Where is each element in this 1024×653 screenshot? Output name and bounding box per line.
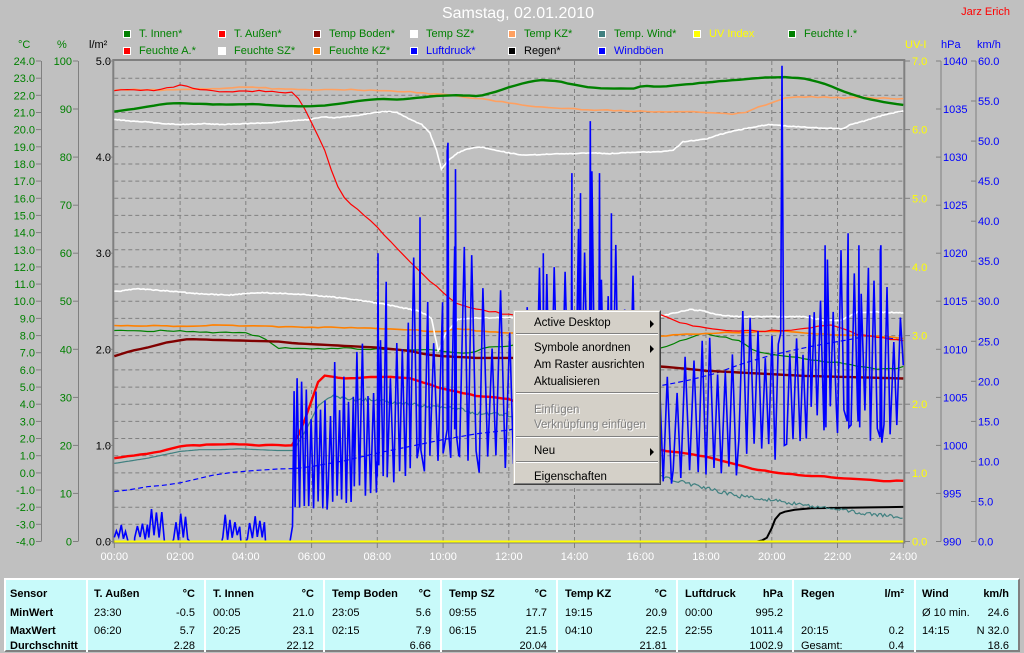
svg-text:3.0: 3.0: [20, 416, 35, 428]
svg-text:990: 990: [943, 537, 961, 549]
svg-text:19.0: 19.0: [14, 142, 35, 154]
svg-text:1010: 1010: [943, 344, 967, 356]
svg-text:15.0: 15.0: [978, 416, 999, 428]
svg-text:30.0: 30.0: [978, 296, 999, 308]
svg-text:40.0: 40.0: [978, 216, 999, 228]
svg-text:-2.0: -2.0: [16, 502, 35, 514]
svg-text:5.0: 5.0: [96, 56, 111, 68]
svg-text:0.0: 0.0: [978, 537, 993, 549]
svg-text:18:00: 18:00: [692, 551, 720, 563]
svg-text:5.0: 5.0: [978, 497, 993, 509]
svg-text:-1.0: -1.0: [16, 485, 35, 497]
svg-text:0.0: 0.0: [912, 537, 927, 549]
svg-text:11.0: 11.0: [14, 279, 35, 291]
svg-text:1040: 1040: [943, 56, 967, 68]
svg-text:20.0: 20.0: [14, 125, 35, 137]
svg-text:4.0: 4.0: [20, 399, 35, 411]
svg-text:50: 50: [60, 296, 72, 308]
svg-text:14:00: 14:00: [561, 551, 589, 563]
svg-text:8.0: 8.0: [20, 331, 35, 343]
svg-text:30: 30: [60, 392, 72, 404]
svg-text:-4.0: -4.0: [16, 537, 35, 549]
svg-text:7.0: 7.0: [20, 348, 35, 360]
svg-text:7.0: 7.0: [912, 56, 927, 68]
svg-text:21.0: 21.0: [14, 108, 35, 120]
svg-text:1035: 1035: [943, 104, 967, 116]
svg-text:16:00: 16:00: [627, 551, 655, 563]
svg-text:10.0: 10.0: [978, 456, 999, 468]
svg-text:45.0: 45.0: [978, 176, 999, 188]
svg-text:55.0: 55.0: [978, 96, 999, 108]
svg-text:15.0: 15.0: [14, 210, 35, 222]
svg-text:24.0: 24.0: [14, 56, 35, 68]
svg-text:1.0: 1.0: [912, 468, 927, 480]
svg-text:40: 40: [60, 344, 72, 356]
svg-text:23.0: 23.0: [14, 73, 35, 85]
svg-text:3.0: 3.0: [96, 248, 111, 260]
svg-text:4.0: 4.0: [96, 152, 111, 164]
svg-text:2.0: 2.0: [96, 344, 111, 356]
svg-text:50.0: 50.0: [978, 136, 999, 148]
svg-text:100: 100: [54, 56, 72, 68]
svg-text:10.0: 10.0: [14, 296, 35, 308]
svg-text:6.0: 6.0: [912, 125, 927, 137]
svg-text:1005: 1005: [943, 392, 967, 404]
svg-text:1025: 1025: [943, 200, 967, 212]
svg-text:1015: 1015: [943, 296, 967, 308]
svg-text:08:00: 08:00: [364, 551, 392, 563]
svg-text:995: 995: [943, 488, 961, 500]
svg-text:80: 80: [60, 152, 72, 164]
svg-text:00:00: 00:00: [101, 551, 129, 563]
svg-text:6.0: 6.0: [20, 365, 35, 377]
svg-text:2.0: 2.0: [912, 399, 927, 411]
svg-text:35.0: 35.0: [978, 256, 999, 268]
svg-text:25.0: 25.0: [978, 336, 999, 348]
svg-text:0.0: 0.0: [20, 468, 35, 480]
svg-text:70: 70: [60, 200, 72, 212]
svg-text:1020: 1020: [943, 248, 967, 260]
svg-text:0: 0: [66, 537, 72, 549]
svg-text:60: 60: [60, 248, 72, 260]
svg-text:18.0: 18.0: [14, 159, 35, 171]
svg-text:10: 10: [60, 488, 72, 500]
svg-text:12:00: 12:00: [495, 551, 523, 563]
svg-text:1.0: 1.0: [96, 440, 111, 452]
svg-text:10:00: 10:00: [429, 551, 457, 563]
svg-text:20:00: 20:00: [758, 551, 786, 563]
svg-text:5.0: 5.0: [20, 382, 35, 394]
svg-text:13.0: 13.0: [14, 245, 35, 257]
svg-text:22.0: 22.0: [14, 90, 35, 102]
svg-text:20.0: 20.0: [978, 376, 999, 388]
svg-text:17.0: 17.0: [14, 176, 35, 188]
svg-text:20: 20: [60, 440, 72, 452]
svg-text:0.0: 0.0: [96, 537, 111, 549]
svg-text:3.0: 3.0: [912, 331, 927, 343]
svg-text:04:00: 04:00: [232, 551, 260, 563]
svg-text:2.0: 2.0: [20, 434, 35, 446]
svg-text:1000: 1000: [943, 440, 967, 452]
svg-text:02:00: 02:00: [166, 551, 194, 563]
svg-text:5.0: 5.0: [912, 193, 927, 205]
svg-text:16.0: 16.0: [14, 193, 35, 205]
svg-text:90: 90: [60, 104, 72, 116]
svg-text:06:00: 06:00: [298, 551, 326, 563]
svg-text:4.0: 4.0: [912, 262, 927, 274]
svg-text:60.0: 60.0: [978, 56, 999, 68]
svg-text:1.0: 1.0: [20, 451, 35, 463]
svg-text:14.0: 14.0: [14, 228, 35, 240]
svg-text:22:00: 22:00: [824, 551, 852, 563]
svg-text:-3.0: -3.0: [16, 519, 35, 531]
svg-text:9.0: 9.0: [20, 313, 35, 325]
svg-text:12.0: 12.0: [14, 262, 35, 274]
svg-text:1030: 1030: [943, 152, 967, 164]
svg-text:24:00: 24:00: [890, 551, 918, 563]
